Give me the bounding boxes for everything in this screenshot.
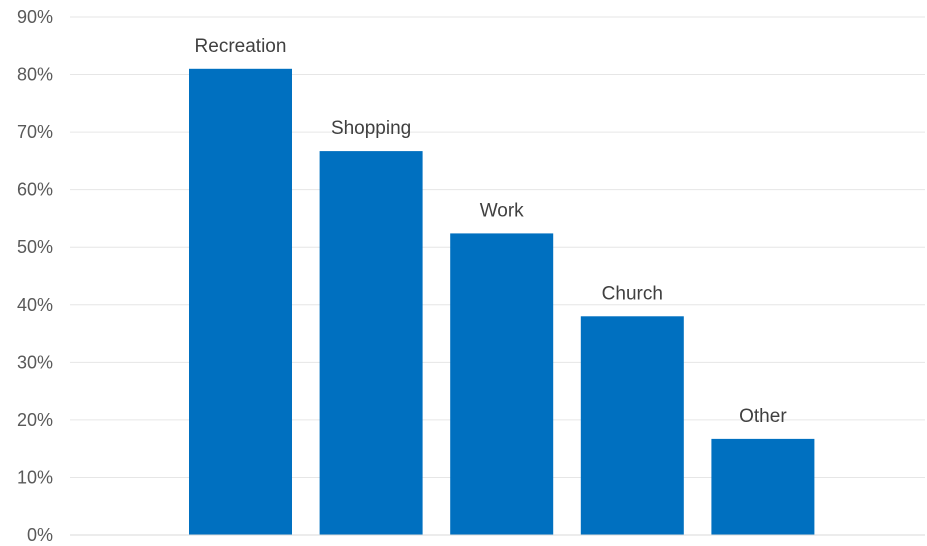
bar-work xyxy=(450,233,554,536)
bar-other xyxy=(711,438,815,535)
bar-label-recreation: Recreation xyxy=(195,36,287,57)
y-tick-label: 90% xyxy=(17,7,53,27)
y-tick-label: 10% xyxy=(17,467,53,487)
y-axis-tick-labels: 0% 10% 20% 30% 40% 50% 60% 70% 80% 90% xyxy=(17,7,53,545)
y-tick-label: 50% xyxy=(17,237,53,257)
data-labels: Recreation Shopping Work Church Other xyxy=(195,36,788,427)
bar-recreation xyxy=(189,68,292,536)
y-tick-label: 70% xyxy=(17,122,53,142)
bar-church xyxy=(580,316,684,535)
y-tick-label: 80% xyxy=(17,65,53,85)
bar-label-shopping: Shopping xyxy=(331,118,411,139)
bar-label-other: Other xyxy=(739,406,787,427)
bar-label-work: Work xyxy=(480,200,524,221)
y-tick-label: 30% xyxy=(17,352,53,372)
y-tick-label: 40% xyxy=(17,295,53,315)
y-tick-label: 60% xyxy=(17,180,53,200)
bar-shopping xyxy=(319,151,423,536)
bars xyxy=(189,68,815,536)
y-tick-label: 0% xyxy=(27,525,53,545)
y-tick-label: 20% xyxy=(17,410,53,430)
bar-label-church: Church xyxy=(602,283,663,304)
